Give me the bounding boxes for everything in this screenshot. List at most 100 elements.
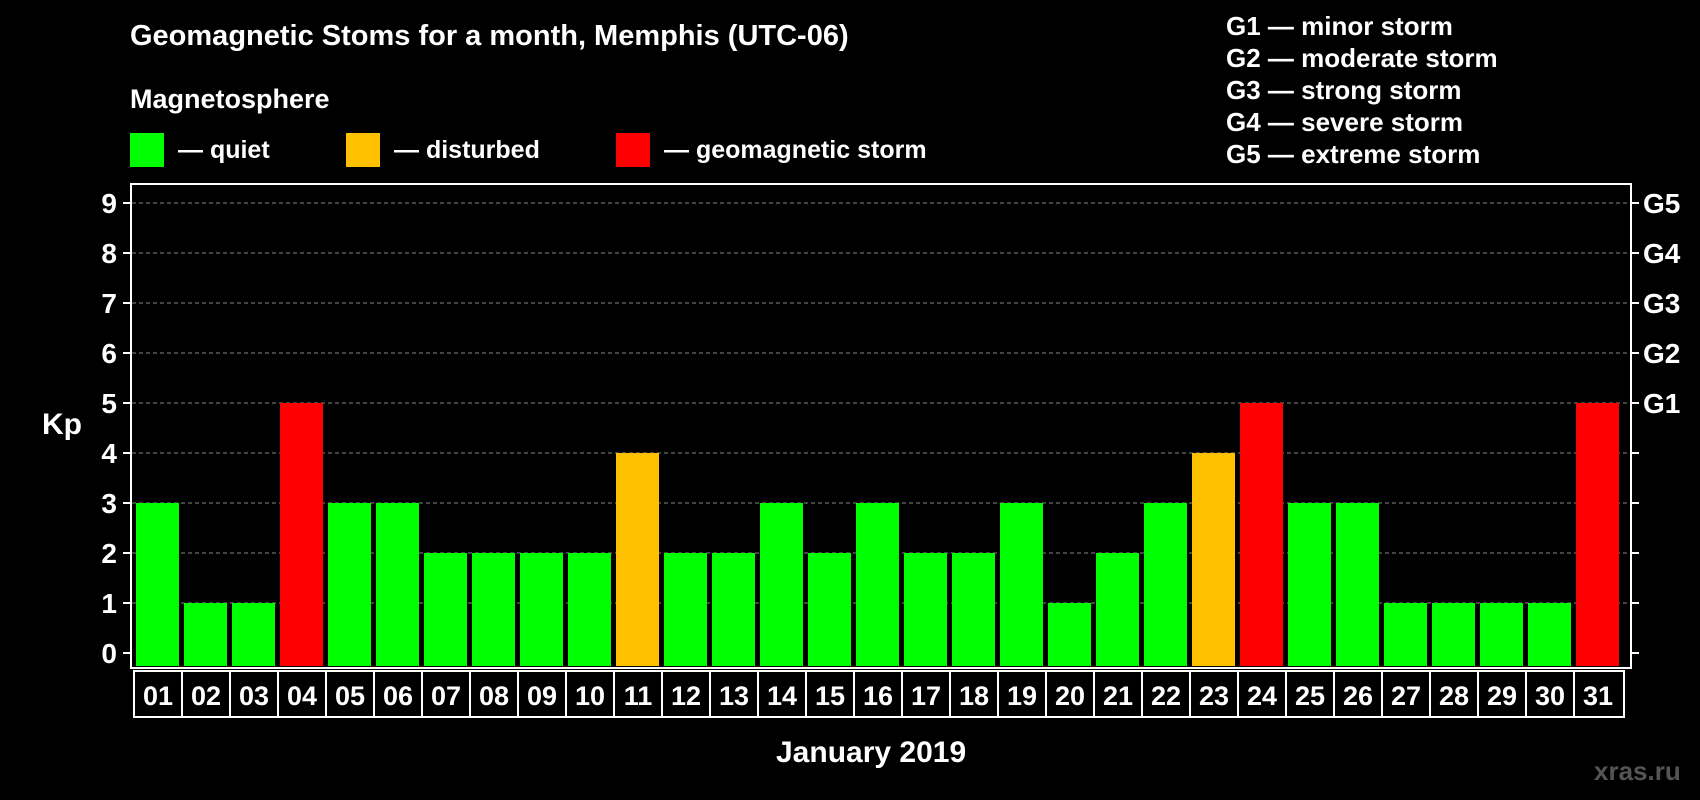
kp-bar bbox=[664, 553, 707, 666]
category-row bbox=[133, 670, 1625, 718]
category-label: 26 bbox=[1343, 681, 1373, 711]
kp-bar bbox=[1144, 503, 1187, 666]
chart-title: Geomagnetic Stoms for a month, Memphis (… bbox=[130, 20, 849, 52]
kp-bar bbox=[376, 503, 419, 666]
category-label: 30 bbox=[1535, 681, 1565, 711]
kp-bar bbox=[1288, 503, 1331, 666]
category-label: 13 bbox=[719, 681, 749, 711]
category-label: 09 bbox=[527, 681, 557, 711]
category-label: 03 bbox=[239, 681, 269, 711]
y-tick-label: 5 bbox=[101, 388, 117, 419]
kp-bar bbox=[808, 553, 851, 666]
legend-item-quiet: — quiet bbox=[130, 133, 270, 167]
legend-item-disturbed: — disturbed bbox=[346, 133, 540, 167]
kp-bar bbox=[712, 553, 755, 666]
category-label: 28 bbox=[1439, 681, 1469, 711]
watermark: xras.ru bbox=[1594, 756, 1681, 786]
kp-bar bbox=[424, 553, 467, 666]
category-label: 02 bbox=[191, 681, 221, 711]
legend-swatch-quiet bbox=[130, 133, 164, 167]
kp-bar bbox=[856, 503, 899, 666]
legend-label-quiet: — quiet bbox=[178, 135, 270, 164]
category-label: 27 bbox=[1391, 681, 1421, 711]
category-label: 08 bbox=[479, 681, 509, 711]
kp-bar bbox=[1576, 403, 1619, 666]
kp-bar bbox=[1480, 603, 1523, 666]
kp-bar bbox=[568, 553, 611, 666]
category-label: 22 bbox=[1151, 681, 1181, 711]
category-label: 06 bbox=[383, 681, 413, 711]
legend-item-storm: — geomagnetic storm bbox=[616, 133, 927, 167]
kp-bar bbox=[328, 503, 371, 666]
kp-bar bbox=[616, 453, 659, 666]
kp-bar bbox=[472, 553, 515, 666]
legend-swatch-storm bbox=[616, 133, 650, 167]
category-label: 12 bbox=[671, 681, 701, 711]
category-label: 07 bbox=[431, 681, 461, 711]
kp-bar bbox=[1048, 603, 1091, 666]
kp-bar bbox=[280, 403, 323, 666]
y-tick-label: 0 bbox=[101, 638, 117, 669]
legend-label-storm: — geomagnetic storm bbox=[664, 135, 927, 164]
kp-bar bbox=[1384, 603, 1427, 666]
storm-scale-legend: G1 — minor storm G2 — moderate storm G3 … bbox=[1226, 10, 1498, 170]
kp-bar bbox=[184, 603, 227, 666]
category-label: 24 bbox=[1247, 681, 1277, 711]
g4-legend-text: G4 — severe storm bbox=[1226, 107, 1464, 137]
category-label: 20 bbox=[1055, 681, 1085, 711]
g3-legend-text: G3 — strong storm bbox=[1226, 75, 1462, 105]
y-tick-label: 7 bbox=[101, 288, 117, 319]
g-level-label: G3 bbox=[1643, 288, 1680, 319]
category-label: 14 bbox=[767, 681, 797, 711]
category-label: 04 bbox=[287, 681, 317, 711]
category-label: 19 bbox=[1007, 681, 1037, 711]
y-tick-label: 6 bbox=[101, 338, 117, 369]
y-tick-label: 8 bbox=[101, 238, 117, 269]
kp-bar bbox=[760, 503, 803, 666]
g-level-label: G5 bbox=[1643, 188, 1680, 219]
y-tick-label: 1 bbox=[101, 588, 117, 619]
category-label: 05 bbox=[335, 681, 365, 711]
g-level-label: G4 bbox=[1643, 238, 1681, 269]
kp-bar bbox=[952, 553, 995, 666]
legend-label-disturbed: — disturbed bbox=[394, 135, 540, 164]
kp-bar bbox=[1192, 453, 1235, 666]
kp-bar bbox=[1000, 503, 1043, 666]
x-axis-label: January 2019 bbox=[776, 736, 967, 769]
category-label: 18 bbox=[959, 681, 989, 711]
g5-legend-text: G5 — extreme storm bbox=[1226, 139, 1481, 169]
category-label: 10 bbox=[575, 681, 605, 711]
kp-bar bbox=[1432, 603, 1475, 666]
kp-bar bbox=[1240, 403, 1283, 666]
kp-bar bbox=[136, 503, 179, 666]
category-label: 31 bbox=[1583, 681, 1613, 711]
y-tick-label: 3 bbox=[101, 488, 117, 519]
y-tick-label: 9 bbox=[101, 188, 117, 219]
kp-bar bbox=[904, 553, 947, 666]
g-level-label: G1 bbox=[1643, 388, 1680, 419]
category-label: 23 bbox=[1199, 681, 1229, 711]
kp-bar bbox=[1096, 553, 1139, 666]
category-label: 21 bbox=[1103, 681, 1133, 711]
kp-bar bbox=[520, 553, 563, 666]
y-tick-label: 4 bbox=[101, 438, 117, 469]
legend-swatch-disturbed bbox=[346, 133, 380, 167]
g2-legend-text: G2 — moderate storm bbox=[1226, 43, 1498, 73]
kp-bar bbox=[1528, 603, 1571, 666]
kp-bar bbox=[1336, 503, 1379, 666]
category-label: 17 bbox=[911, 681, 941, 711]
category-label: 29 bbox=[1487, 681, 1517, 711]
category-label: 11 bbox=[624, 681, 653, 711]
category-label: 25 bbox=[1295, 681, 1325, 711]
category-label: 01 bbox=[143, 681, 173, 711]
y-tick-label: 2 bbox=[101, 538, 117, 569]
category-label: 15 bbox=[815, 681, 845, 711]
y-axis-label: Kp bbox=[42, 408, 82, 441]
g-level-label: G2 bbox=[1643, 338, 1680, 369]
kp-bar bbox=[232, 603, 275, 666]
plot-frame bbox=[130, 183, 1632, 669]
magnetosphere-title: Magnetosphere bbox=[130, 84, 330, 114]
g1-legend-text: G1 — minor storm bbox=[1226, 11, 1453, 41]
category-label: 16 bbox=[863, 681, 893, 711]
